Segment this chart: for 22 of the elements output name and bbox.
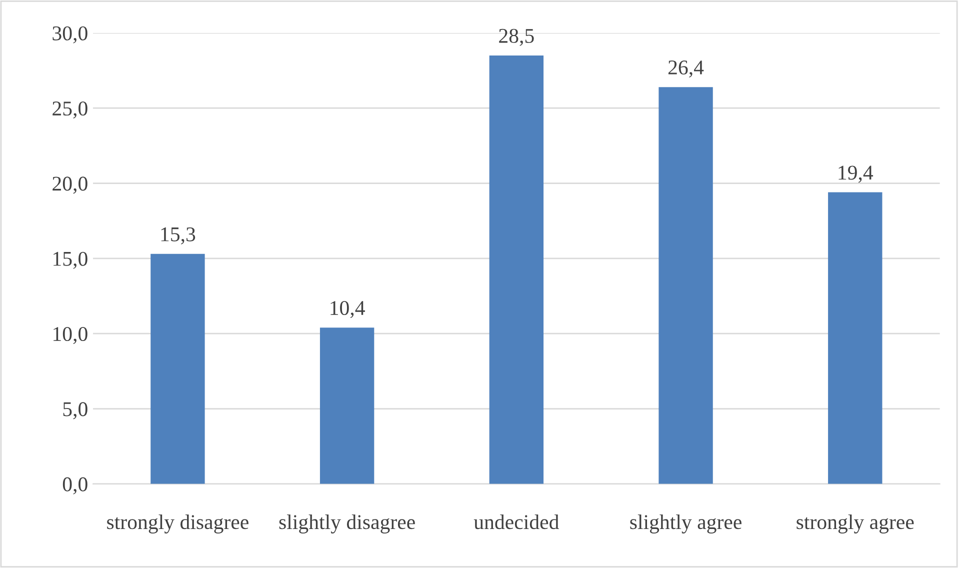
y-tick-label: 30,0 xyxy=(52,26,88,44)
x-tick-label: slightly agree xyxy=(630,514,742,534)
bar xyxy=(658,87,713,484)
y-tick-label: 25,0 xyxy=(52,101,88,119)
x-tick-label: undecided xyxy=(474,514,559,530)
bar xyxy=(320,328,374,484)
y-tick-label: 20,0 xyxy=(52,176,88,194)
bar xyxy=(150,254,205,484)
data-label: 26,4 xyxy=(668,60,704,78)
y-tick-label: 5,0 xyxy=(63,402,88,420)
data-label: 19,4 xyxy=(838,166,874,183)
x-tick-label: strongly agree xyxy=(796,514,914,534)
x-tick-label: strongly disagree xyxy=(107,514,248,534)
y-tick-label: 10,0 xyxy=(54,326,88,344)
data-label: 28,5 xyxy=(499,28,534,46)
y-tick-label: 0,0 xyxy=(62,477,88,494)
data-label: 10,4 xyxy=(330,300,365,318)
x-tick-label: slightly disagree xyxy=(279,514,415,534)
data-label: 15,3 xyxy=(161,227,196,244)
bar xyxy=(828,192,882,484)
y-tick-label: 15,0 xyxy=(54,252,88,269)
bar xyxy=(489,55,544,484)
